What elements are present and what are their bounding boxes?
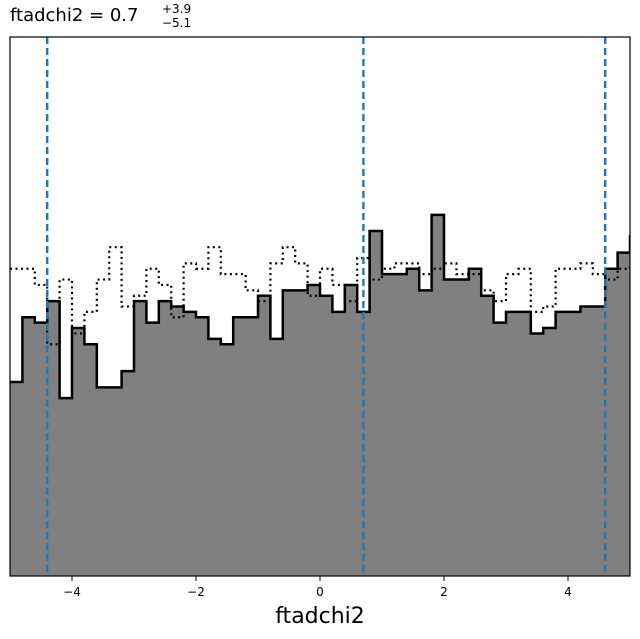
histogram-bar (630, 236, 640, 576)
histogram-bar (34, 322, 48, 576)
histogram-bar (406, 268, 420, 576)
histogram-bar (555, 311, 569, 576)
histogram-bar (431, 214, 445, 576)
histogram-bar (493, 322, 507, 576)
histogram-bar (270, 338, 284, 576)
histogram-bar (592, 306, 606, 576)
histogram-bar (96, 387, 110, 576)
histogram-bar (146, 322, 160, 576)
histogram-bar (121, 371, 135, 576)
histogram-bar (543, 328, 557, 576)
histogram-bar (320, 295, 333, 576)
histogram-bar (456, 279, 470, 576)
histogram-bar (605, 268, 619, 576)
chart-title: ftadchi2 = 0.7 (10, 5, 138, 26)
histogram-bar (530, 333, 544, 576)
histogram-bar (568, 311, 581, 576)
title-median: 0.7 (110, 5, 139, 26)
histogram-bar (481, 295, 495, 576)
histogram-bar (382, 274, 395, 576)
histogram-bar (282, 290, 296, 576)
title-upper-error: +3.9 (162, 2, 191, 16)
histogram-bar (196, 317, 209, 576)
x-tick-label: 0 (316, 585, 324, 599)
histogram-bar (171, 306, 185, 576)
x-tick-label: 2 (440, 585, 448, 599)
histogram-bar (134, 301, 147, 576)
x-tick-label: 4 (564, 585, 572, 599)
histogram-bar (220, 344, 234, 576)
histogram-bar (208, 338, 222, 576)
histogram-bar (233, 317, 247, 576)
histogram-bar (84, 344, 98, 576)
histogram-bar (307, 284, 321, 576)
histogram-bar (344, 284, 358, 576)
histogram-bar (10, 381, 23, 576)
histogram-bar (22, 317, 36, 576)
histogram-bar (47, 301, 61, 576)
histogram-bar (506, 311, 519, 576)
x-tick-label: −2 (187, 585, 205, 599)
histogram-bar (72, 328, 85, 576)
histogram-bar (332, 311, 346, 576)
histogram-bar (617, 252, 630, 576)
histogram-bar (444, 279, 457, 576)
histogram-bar (59, 398, 73, 576)
x-axis-label: ftadchi2 (275, 604, 365, 629)
histogram-outline (10, 213, 630, 400)
x-tick-label: −4 (63, 585, 81, 599)
title-lower-error: −5.1 (162, 16, 191, 30)
histogram-dotted-outline (10, 246, 630, 346)
title-equals: = (83, 5, 110, 26)
plot-content (10, 37, 640, 576)
histogram-bar (357, 311, 371, 576)
histogram-bar (580, 306, 594, 576)
histogram-bar (468, 268, 482, 576)
histogram-bar (295, 290, 309, 576)
x-axis-ticks: −4 −2 0 2 4 (63, 576, 572, 599)
histogram-bar (369, 231, 383, 576)
title-variable: ftadchi2 (10, 5, 83, 26)
histogram-bar (183, 311, 197, 576)
histogram-bar (258, 295, 271, 576)
histogram-bar (394, 274, 408, 576)
histogram-bar (158, 301, 172, 576)
plot-area (9, 36, 640, 577)
histogram-bar (419, 290, 433, 576)
histogram-bar (245, 317, 259, 576)
histogram-bar (518, 311, 532, 576)
histogram-bar (109, 387, 123, 576)
